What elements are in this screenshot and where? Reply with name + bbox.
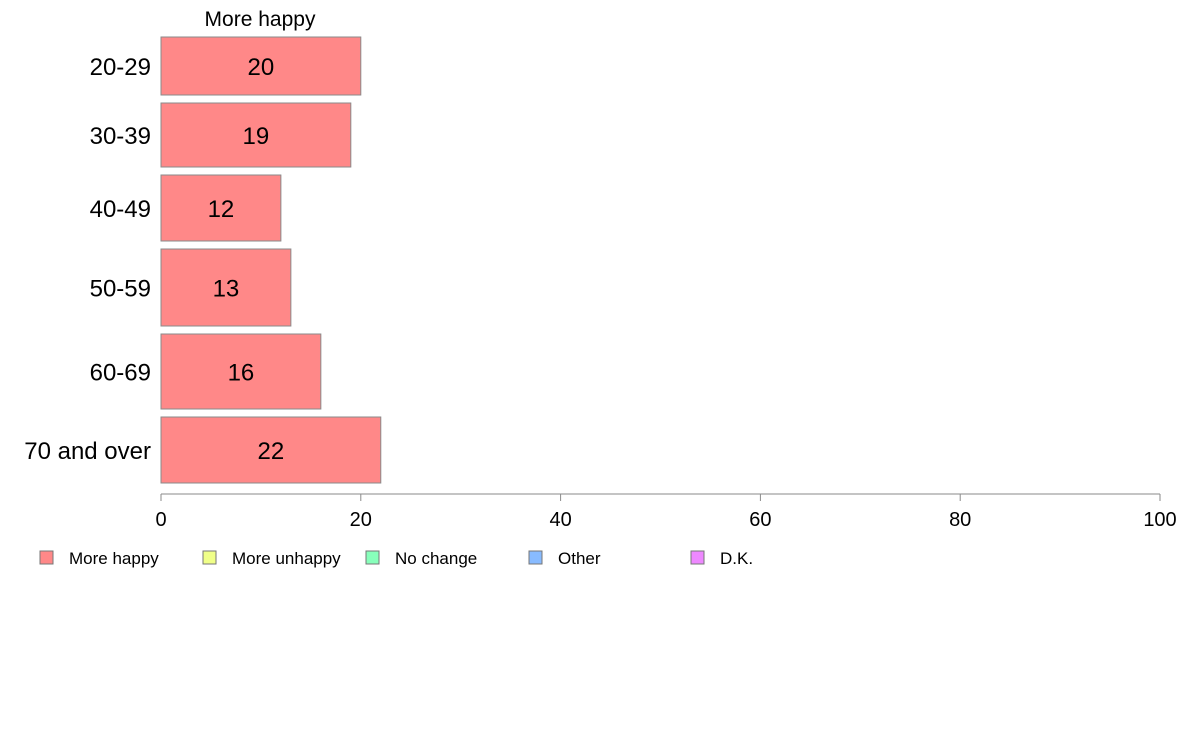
x-tick-label: 60 (749, 509, 771, 531)
x-tick-label: 0 (155, 509, 166, 531)
bars-layer: 20-29 20 30-39 19 40-49 12 50-59 13 60-69 16 70 an… (24, 36, 382, 484)
x-tick-label: 20 (350, 509, 372, 531)
category-label: 30-39 (90, 123, 151, 150)
x-axis: 0 20 40 60 80 100 (155, 493, 1177, 531)
legend-label: D.K. (720, 549, 753, 568)
bar (160, 416, 382, 484)
bar (160, 102, 352, 168)
bar-value-label: 16 (228, 360, 255, 387)
legend-swatch (365, 550, 380, 565)
legend-swatch (528, 550, 543, 565)
bar-value-label: 13 (213, 276, 240, 303)
category-label: 70 and over (24, 438, 151, 465)
legend-swatch (39, 550, 54, 565)
legend-swatch (690, 550, 705, 565)
x-tick-label: 80 (949, 509, 971, 531)
panel-title: More happy (205, 8, 316, 31)
category-label: 20-29 (90, 54, 151, 81)
category-label: 50-59 (90, 276, 151, 303)
category-label: 60-69 (90, 360, 151, 387)
x-tick-label: 40 (549, 509, 571, 531)
x-tick-label: 100 (1143, 509, 1176, 531)
bar-value-label: 19 (243, 123, 270, 150)
bar-value-label: 22 (258, 438, 285, 465)
legend-label: More happy (69, 549, 159, 568)
bar-value-label: 12 (208, 196, 235, 223)
bar (160, 36, 362, 96)
category-label: 40-49 (90, 196, 151, 223)
bar (160, 174, 282, 242)
bar-value-label: 20 (248, 54, 275, 81)
legend: More happy More unhappy No change Other D.K. (39, 549, 753, 568)
legend-label: No change (395, 549, 477, 568)
legend-label: More unhappy (232, 549, 341, 568)
legend-label: Other (558, 549, 601, 568)
legend-swatch (202, 550, 217, 565)
bar (160, 333, 322, 410)
bar (160, 248, 292, 327)
